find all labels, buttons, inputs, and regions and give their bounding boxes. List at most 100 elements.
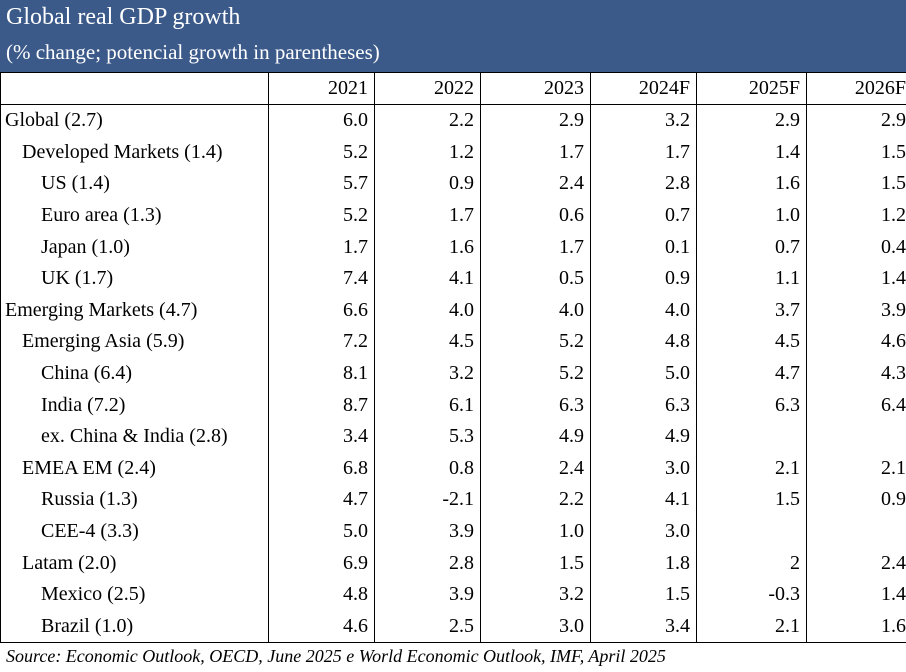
value-cell: 2.9 [696,104,807,137]
table-row: ex. China & India (2.8) 3.4 5.3 4.9 4.9 [0,420,906,453]
column-header: 2023 [480,72,591,105]
row-label: EMEA EM (2.4) [0,452,269,485]
value-cell: 3.0 [480,610,591,644]
value-cell: 3.9 [806,294,906,327]
value-cell: 5.2 [480,357,591,390]
row-label: China (6.4) [0,357,269,390]
value-cell: 1.4 [806,262,906,295]
value-cell: 2.8 [590,168,697,200]
value-cell: 6.0 [268,104,375,137]
value-cell: 2 [696,547,807,579]
row-label: ex. China & India (2.8) [0,420,269,453]
value-cell: 3.2 [590,104,697,137]
value-cell: 4.5 [374,326,481,358]
row-label: Mexico (2.5) [0,578,269,611]
value-cell: 2.5 [374,610,481,644]
value-cell: 3.0 [590,452,697,485]
column-header: 2022 [374,72,481,105]
row-label: Emerging Asia (5.9) [0,326,269,358]
value-cell: 1.7 [590,136,697,169]
value-cell: 4.3 [806,357,906,390]
row-label: Brazil (1.0) [0,610,269,644]
table-row: Brazil (1.0) 4.6 2.5 3.0 3.4 2.1 1.6 [0,610,906,644]
value-cell: -0.3 [696,578,807,611]
row-label: Developed Markets (1.4) [0,136,269,169]
value-cell: 0.1 [590,231,697,263]
value-cell: 4.8 [590,326,697,358]
value-cell: 5.0 [590,357,697,390]
table-subtitle: (% change; potencial growth in parenthes… [6,40,380,64]
value-cell: 1.7 [374,199,481,232]
value-cell: 2.1 [696,452,807,485]
value-cell: 5.2 [268,199,375,232]
value-cell: 3.9 [374,578,481,611]
row-label: Euro area (1.3) [0,199,269,232]
row-label: Japan (1.0) [0,231,269,263]
value-cell [806,420,906,453]
value-cell: 1.2 [806,199,906,232]
value-cell: 3.0 [590,515,697,548]
value-cell: 1.1 [696,262,807,295]
value-cell: 6.6 [268,294,375,327]
value-cell: 6.1 [374,389,481,421]
value-cell: 0.7 [590,199,697,232]
value-cell: 1.6 [696,168,807,200]
value-cell: 5.2 [480,326,591,358]
row-label: UK (1.7) [0,262,269,295]
value-cell: 1.4 [696,136,807,169]
value-cell: 3.2 [480,578,591,611]
value-cell: 2.2 [374,104,481,137]
value-cell: 2.4 [480,452,591,485]
table-row: India (7.2) 8.7 6.1 6.3 6.3 6.3 6.4 [0,389,906,421]
value-cell: 1.5 [806,168,906,200]
table-row: Latam (2.0) 6.9 2.8 1.5 1.8 2 2.4 [0,547,906,579]
value-cell: 0.9 [806,484,906,516]
value-cell: 4.6 [268,610,375,644]
value-cell [806,515,906,548]
table-row: US (1.4) 5.7 0.9 2.4 2.8 1.6 1.5 [0,168,906,200]
value-cell: 4.7 [696,357,807,390]
table-row: Russia (1.3) 4.7 -2.1 2.2 4.1 1.5 0.9 [0,484,906,516]
value-cell: 1.5 [696,484,807,516]
column-header: 2021 [268,72,375,105]
title-banner: Global real GDP growth (% change; potenc… [0,0,906,72]
value-cell: 1.8 [590,547,697,579]
value-cell: 2.9 [806,104,906,137]
value-cell: 4.1 [590,484,697,516]
value-cell: 1.4 [806,578,906,611]
value-cell: 0.5 [480,262,591,295]
column-header: 2024F [590,72,697,105]
value-cell: 6.3 [696,389,807,421]
value-cell: 2.4 [480,168,591,200]
header-row: 2021 2022 2023 2024F 2025F 2026F [0,72,906,105]
table-row: Japan (1.0) 1.7 1.6 1.7 0.1 0.7 0.4 [0,231,906,263]
value-cell: -2.1 [374,484,481,516]
value-cell [696,420,807,453]
value-cell: 1.7 [480,231,591,263]
row-label: Latam (2.0) [0,547,269,579]
value-cell: 2.8 [374,547,481,579]
value-cell: 8.7 [268,389,375,421]
value-cell: 4.0 [590,294,697,327]
value-cell: 3.7 [696,294,807,327]
value-cell: 2.1 [806,452,906,485]
value-cell: 2.9 [480,104,591,137]
value-cell [696,515,807,548]
value-cell: 4.9 [480,420,591,453]
value-cell: 5.2 [268,136,375,169]
row-label: CEE-4 (3.3) [0,515,269,548]
value-cell: 4.0 [480,294,591,327]
value-cell: 3.9 [374,515,481,548]
value-cell: 4.1 [374,262,481,295]
row-label: Emerging Markets (4.7) [0,294,269,327]
table-row: CEE-4 (3.3) 5.0 3.9 1.0 3.0 [0,515,906,548]
row-label: US (1.4) [0,168,269,200]
table-row: EMEA EM (2.4) 6.8 0.8 2.4 3.0 2.1 2.1 [0,452,906,485]
value-cell: 4.8 [268,578,375,611]
table-title: Global real GDP growth [6,4,241,30]
value-cell: 0.4 [806,231,906,263]
column-header: 2025F [696,72,807,105]
table-row: Emerging Markets (4.7) 6.6 4.0 4.0 4.0 3.7 3.9 [0,294,906,327]
gdp-table: 2021 2022 2023 2024F 2025F 2026F Global … [0,72,906,644]
value-cell: 6.3 [590,389,697,421]
